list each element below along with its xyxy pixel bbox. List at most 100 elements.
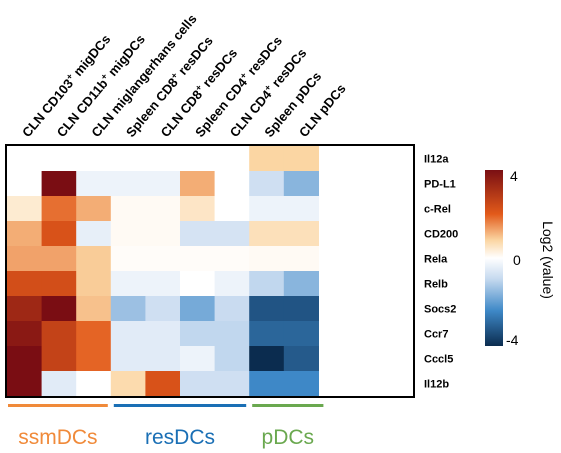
heatmap-cell <box>145 271 181 297</box>
row-label: PD-L1 <box>424 179 456 191</box>
heatmap-cell <box>145 246 181 272</box>
heatmap-cell <box>41 196 77 222</box>
heatmap-cell <box>249 171 285 197</box>
row-labels: Il12a PD-L1 c-Rel CD200 Rela Relb Socs2 Ccr7 Ccc… <box>424 154 458 391</box>
colorbar-tick-max: 4 <box>510 168 518 184</box>
heatmap-cell <box>283 371 319 397</box>
heatmap-cell <box>7 146 43 172</box>
heatmap-cell <box>41 271 77 297</box>
heatmap-cell <box>214 171 250 197</box>
heatmap-cell <box>76 171 112 197</box>
heatmap-cell <box>283 271 319 297</box>
heatmap-cell <box>214 196 250 222</box>
heatmap-cell <box>180 296 216 322</box>
heatmap-cell <box>249 271 285 297</box>
heatmap-cell <box>214 321 250 347</box>
heatmap-cell <box>7 346 43 372</box>
heatmap-cell <box>145 346 181 372</box>
heatmap-cell <box>110 246 146 272</box>
heatmap-cell <box>110 296 146 322</box>
heatmap-cell <box>249 246 285 272</box>
heatmap-cell <box>41 346 77 372</box>
heatmap-cell <box>145 196 181 222</box>
heatmap-cell <box>76 321 112 347</box>
heatmap-cell <box>7 371 43 397</box>
heatmap-cell <box>7 246 43 272</box>
heatmap-cell <box>214 346 250 372</box>
heatmap-cells <box>7 146 319 397</box>
group-label: ssmDCs <box>18 426 97 449</box>
heatmap-cell <box>214 296 250 322</box>
heatmap-cell <box>145 321 181 347</box>
heatmap-cell <box>214 371 250 397</box>
heatmap-cell <box>76 371 112 397</box>
row-label: Cccl5 <box>424 354 453 366</box>
heatmap-cell <box>7 271 43 297</box>
heatmap-cell <box>214 271 250 297</box>
heatmap-cell <box>180 271 216 297</box>
heatmap-cell <box>180 371 216 397</box>
row-label: Il12a <box>424 154 449 166</box>
heatmap-cell <box>283 146 319 172</box>
heatmap-cell <box>249 221 285 247</box>
heatmap-cell <box>249 371 285 397</box>
heatmap-cell <box>180 146 216 172</box>
heatmap-cell <box>7 171 43 197</box>
heatmap-cell <box>41 246 77 272</box>
row-label: Rela <box>424 254 448 266</box>
heatmap-cell <box>110 221 146 247</box>
heatmap-cell <box>76 146 112 172</box>
heatmap-cell <box>145 146 181 172</box>
heatmap-cell <box>7 221 43 247</box>
heatmap-cell <box>41 171 77 197</box>
heatmap-cell <box>249 146 285 172</box>
group-label: pDCs <box>262 426 315 449</box>
heatmap-cell <box>214 221 250 247</box>
colorbar-tick-min: -4 <box>506 332 519 348</box>
heatmap-cell <box>7 196 43 222</box>
row-label: Il12b <box>424 379 449 391</box>
heatmap-cell <box>249 296 285 322</box>
heatmap-cell <box>110 371 146 397</box>
group-bar <box>252 404 324 407</box>
heatmap-cell <box>41 371 77 397</box>
heatmap-cell <box>76 296 112 322</box>
colorbar-tick-mid: 0 <box>513 252 521 268</box>
group-label: resDCs <box>145 426 215 449</box>
heatmap-cell <box>110 146 146 172</box>
heatmap-cell <box>145 171 181 197</box>
heatmap-cell <box>249 196 285 222</box>
heatmap-cell <box>41 146 77 172</box>
heatmap-cell <box>180 246 216 272</box>
heatmap-cell <box>283 296 319 322</box>
heatmap-cell <box>110 171 146 197</box>
heatmap-cell <box>7 321 43 347</box>
row-label: Socs2 <box>424 304 456 316</box>
heatmap-cell <box>283 171 319 197</box>
column-groups: ssmDCs resDCs pDCs <box>8 404 324 449</box>
row-label: c-Rel <box>424 204 451 216</box>
group-bar <box>113 404 247 407</box>
heatmap-cell <box>110 271 146 297</box>
heatmap-cell <box>7 296 43 322</box>
heatmap-cell <box>283 346 319 372</box>
heatmap-cell <box>283 196 319 222</box>
colorbar <box>485 170 503 346</box>
colorbar-title: Log2 (value) <box>540 221 556 299</box>
group-bar <box>8 404 108 407</box>
heatmap-cell <box>41 321 77 347</box>
heatmap-frame <box>5 144 415 398</box>
row-label: Ccr7 <box>424 329 448 341</box>
heatmap-cell <box>249 346 285 372</box>
heatmap-cell <box>180 346 216 372</box>
heatmap-cell <box>249 321 285 347</box>
heatmap-cell <box>283 221 319 247</box>
heatmap-cell <box>214 146 250 172</box>
row-label: CD200 <box>424 229 458 241</box>
heatmap-cell <box>76 196 112 222</box>
heatmap-cell <box>76 246 112 272</box>
heatmap-cell <box>145 296 181 322</box>
heatmap-cell <box>41 221 77 247</box>
